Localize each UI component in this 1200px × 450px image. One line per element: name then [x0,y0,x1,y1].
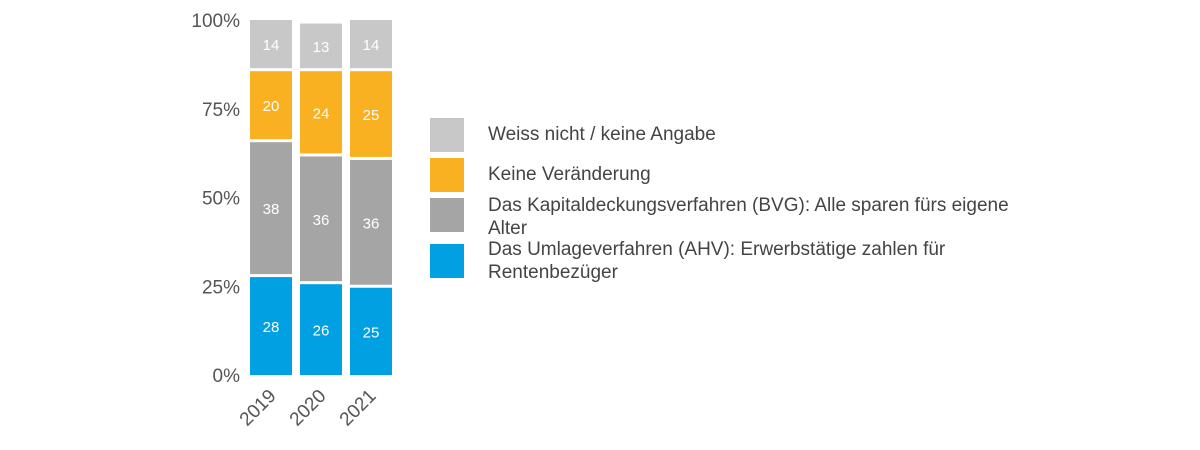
x-tick-label: 2019 [236,386,281,431]
bar-value-label: 28 [263,319,280,336]
bar-value-label: 36 [313,212,330,229]
bar-segment [250,142,292,275]
bar-value-label: 36 [363,215,380,232]
y-tick-label: 100% [191,11,240,32]
legend-swatch-no-change [430,158,464,192]
bar-segment [350,159,392,285]
x-tick-label: 2020 [286,386,331,431]
y-tick-label: 50% [202,189,240,210]
bar-segment [350,71,392,157]
bar-segment [250,20,292,69]
stacked-bar-chart: 0%25%50%75%100%2838201420192636241320202… [191,11,392,431]
bar-value-label: 38 [263,201,280,218]
bar-segment [300,71,342,154]
bar-segment [300,284,342,375]
bar-value-label: 20 [263,98,280,115]
bar-segment [300,23,342,69]
legend-label-bvg: Das Kapitaldeckungsverfahren (BVG): Alle… [488,195,1009,239]
bar-value-label: 13 [313,39,330,56]
y-tick-label: 25% [202,277,240,298]
y-tick-label: 0% [213,366,241,387]
bar-segment [250,71,292,140]
bar-value-label: 26 [313,323,330,340]
legend-swatch-bvg [430,198,464,232]
legend-label-no-answer: Weiss nicht / keine Angabe [488,124,716,145]
legend-swatch-ahv [430,244,464,278]
bar-value-label: 24 [313,105,330,122]
bar-segment [350,287,392,375]
bar-segment [350,20,392,69]
x-tick-label: 2021 [336,386,381,431]
bar-value-label: 25 [363,324,380,341]
bar-value-label: 14 [363,37,380,54]
legend-label-no-change: Keine Veränderung [488,164,651,185]
bar-value-label: 14 [263,37,280,54]
y-tick-label: 75% [202,100,240,121]
bar-value-label: 25 [363,107,380,124]
bar-segment [300,156,342,282]
legend-swatch-no-answer [430,118,464,152]
bar-segment [250,277,292,375]
legend-label-ahv: Das Umlageverfahren (AHV): Erwerbstätige… [488,239,946,283]
